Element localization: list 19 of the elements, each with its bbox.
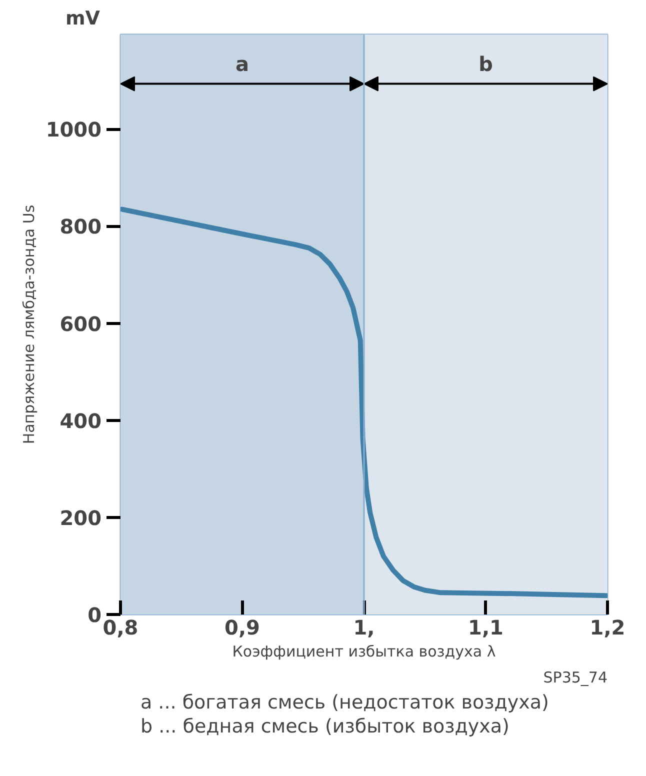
x-tick-label: 1,2 [590,616,626,640]
y-tick-label: 600 [60,312,102,336]
y-tick-label: 200 [60,506,102,530]
x-tick-label: 0,9 [224,616,260,640]
x-tick-label: 0,8 [102,616,138,640]
text: SP35_74 [543,668,608,686]
band-label: b [478,52,493,76]
band-label: a [236,52,249,76]
x-tick-label: 1,1 [468,616,504,640]
text: a ... богатая смесь (недостаток воздуха) [140,692,549,714]
y-axis-title: Напряжение лямбда-зонда Us [20,204,38,444]
x-axis-title: Коэффициент избытка воздуха λ [232,642,496,660]
y-tick-label: 400 [60,408,102,433]
chart-title: mV [66,8,100,30]
x-tick-label: 1, [353,616,375,640]
y-tick-label: 0 [88,603,102,627]
y-tick-label: 800 [60,214,102,239]
text: b ... бедная смесь (избыток воздуха) [140,716,510,738]
y-tick-label: 1000 [46,118,102,142]
